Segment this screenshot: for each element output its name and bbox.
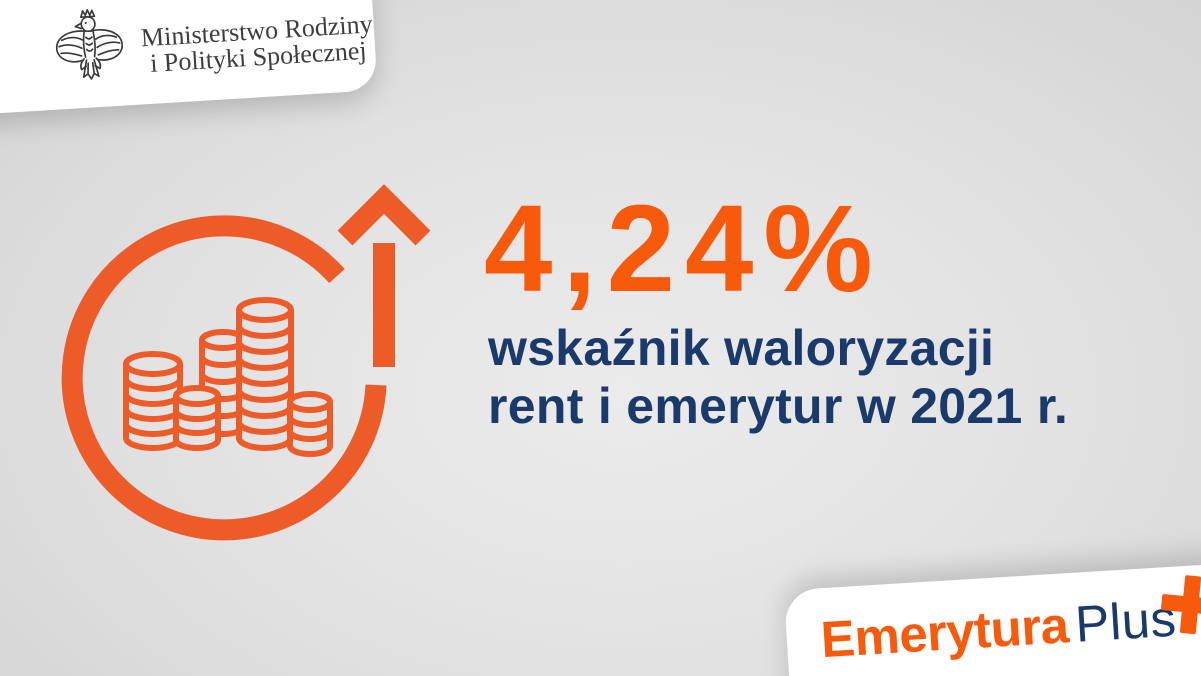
program-banner: EmeryturaPlus <box>783 561 1201 676</box>
up-arrow-icon <box>337 184 431 367</box>
coin-stacks-icon <box>123 297 333 457</box>
polish-eagle-emblem-icon <box>55 9 124 80</box>
ministry-banner: Ministerstwo Rodziny i Polityki Społeczn… <box>0 0 378 116</box>
indexation-rate-subtitle: wskaźnik waloryzacji rent i emerytur w 2… <box>488 319 1068 435</box>
circle-arc <box>61 215 387 541</box>
subtitle-line2: rent i emerytur w 2021 r. <box>488 378 1069 434</box>
plus-icon-vertical-bar <box>1179 574 1201 635</box>
logo-text-emerytura: Emerytura <box>819 596 1071 669</box>
subtitle-line1: wskaźnik waloryzacji <box>488 320 995 376</box>
growth-circle-icon <box>61 184 431 541</box>
indexation-rate-value: 4,24% <box>484 181 883 318</box>
ministry-name: Ministerstwo Rodziny i Polityki Społeczn… <box>140 9 375 78</box>
plus-icon <box>1159 573 1201 636</box>
emerytura-plus-logo: EmeryturaPlus <box>819 574 1201 676</box>
